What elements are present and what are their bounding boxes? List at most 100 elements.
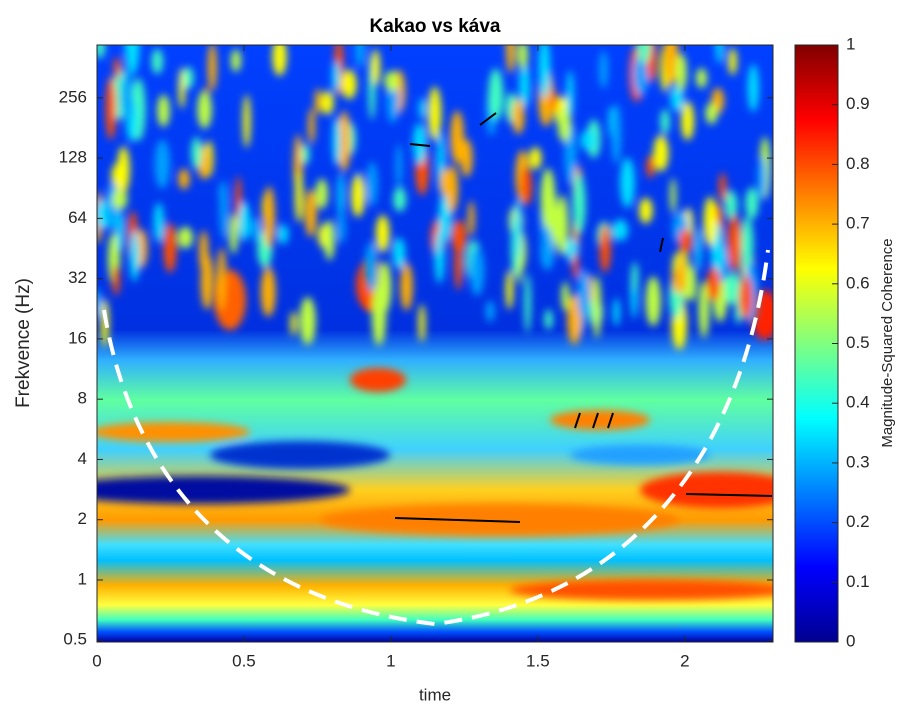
blob <box>577 269 591 320</box>
blob <box>556 195 569 256</box>
blob <box>572 253 579 279</box>
blob <box>640 472 773 508</box>
blob <box>290 311 297 336</box>
arrow <box>607 412 614 429</box>
colorbar-label: Magnitude-Squared Coherence <box>879 238 896 447</box>
blob <box>550 410 650 430</box>
blob <box>304 189 317 238</box>
blob <box>467 200 475 237</box>
blob <box>324 219 335 261</box>
blob <box>660 109 670 135</box>
colorbar-tick-label: 0.7 <box>846 214 870 233</box>
blob <box>512 98 525 135</box>
blob <box>321 90 334 115</box>
blob <box>653 135 669 172</box>
y-tick-label: 4 <box>78 449 87 468</box>
blob <box>355 45 366 68</box>
y-tick-label: 0.5 <box>63 630 87 649</box>
blob <box>400 262 413 311</box>
blob <box>757 156 767 200</box>
y-tick-label: 64 <box>68 208 87 227</box>
blob <box>469 246 485 296</box>
x-tick-label: 0.5 <box>232 651 256 670</box>
blob <box>218 182 226 204</box>
blob <box>177 226 193 249</box>
blob <box>97 476 350 504</box>
blob <box>620 157 635 208</box>
blob <box>183 66 194 89</box>
blob <box>364 241 378 292</box>
blob <box>191 136 202 170</box>
blob <box>745 187 759 220</box>
blob <box>428 86 442 141</box>
blob <box>451 219 467 254</box>
colorbar-tick-label: 1 <box>846 34 855 53</box>
blob <box>510 580 773 600</box>
blob <box>277 224 289 245</box>
blob <box>551 90 558 113</box>
blob <box>540 232 555 271</box>
blob <box>696 68 707 89</box>
blob <box>485 300 495 322</box>
blob <box>741 216 754 272</box>
blob <box>395 143 403 189</box>
blob <box>308 108 315 145</box>
blob <box>675 53 687 92</box>
blob <box>384 70 399 92</box>
blob <box>434 230 445 284</box>
blob <box>229 213 238 255</box>
blob <box>251 218 262 242</box>
plot-frame <box>96 44 774 643</box>
blob <box>332 117 341 166</box>
blob <box>129 230 140 282</box>
blob <box>337 212 346 244</box>
blob <box>639 197 653 224</box>
blob <box>105 76 117 140</box>
blob <box>631 261 639 293</box>
blob <box>506 45 516 74</box>
arrow <box>685 493 773 497</box>
blob <box>418 304 426 343</box>
blob <box>314 88 322 115</box>
blob <box>121 71 134 122</box>
blob <box>351 174 365 218</box>
colorbar-tick-label: 0.5 <box>846 333 870 352</box>
blob <box>540 168 556 229</box>
y-tick-label: 16 <box>68 328 87 347</box>
blob <box>97 288 102 318</box>
cone-of-influence <box>102 249 770 627</box>
blob <box>663 45 679 85</box>
blob <box>637 45 651 64</box>
blob <box>320 504 680 536</box>
blob <box>116 210 124 252</box>
blob <box>375 214 390 253</box>
blob <box>566 70 574 118</box>
blob <box>698 281 710 338</box>
x-tick-label: 1.5 <box>526 651 550 670</box>
blob <box>366 161 378 207</box>
blob <box>703 196 717 247</box>
x-tick-label: 1 <box>386 651 395 670</box>
x-axis-label: time <box>419 685 451 704</box>
y-tick-label: 256 <box>59 87 87 106</box>
blob <box>337 111 351 172</box>
blob <box>207 45 217 92</box>
blob <box>705 102 718 125</box>
blob <box>332 61 340 93</box>
colorbar-tick-label: 0.3 <box>846 452 870 471</box>
blob <box>342 69 357 100</box>
blob <box>529 147 542 170</box>
blob <box>567 294 582 345</box>
colorbar-tick-label: 0.4 <box>846 393 870 412</box>
blob <box>738 276 753 320</box>
blob <box>272 45 287 76</box>
y-tick-label: 32 <box>68 268 87 287</box>
blob <box>645 276 661 327</box>
colorbar-tick-label: 0.9 <box>846 94 870 113</box>
blob <box>450 110 464 164</box>
blob <box>163 222 177 273</box>
y-axis-label: Frekvence (Hz) <box>13 278 34 408</box>
blob <box>706 267 721 302</box>
blob <box>243 94 251 148</box>
